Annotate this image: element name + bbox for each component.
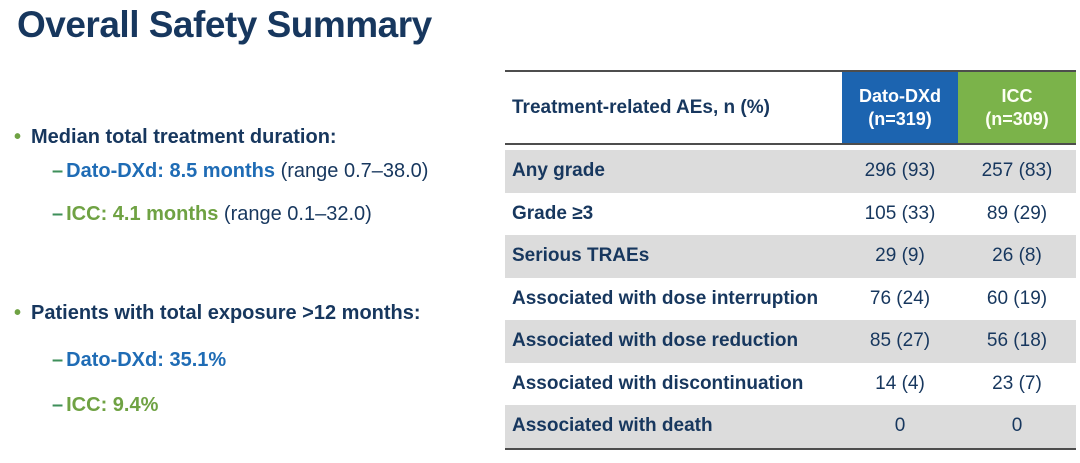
- dato-value: 296 (93): [864, 160, 936, 182]
- dash-icon: –: [52, 203, 64, 225]
- dato-value: 0: [894, 415, 906, 437]
- dash-icon: –: [52, 394, 64, 416]
- icc-value: 26 (8): [992, 245, 1042, 267]
- table-row: Associated with discontinuation 14 (4) 2…: [505, 363, 1076, 406]
- dato-value: 76 (24): [869, 287, 931, 309]
- table-gap: [505, 145, 1076, 150]
- page-title: Overall Safety Summary: [17, 4, 432, 45]
- table-row: Serious TRAEs 29 (9) 26 (8): [505, 235, 1076, 278]
- bullet-exposure: • Patients with total exposure >12 months…: [14, 302, 421, 325]
- bullet-icon: •: [14, 302, 22, 324]
- bullet-icon: •: [14, 126, 22, 148]
- table-header-dato: Dato-DXd (n=319): [842, 72, 958, 143]
- icc-value: 56 (18): [986, 330, 1048, 352]
- sub-item-icc-exposure: – ICC: 9.4%: [52, 394, 158, 417]
- dato-exposure-value: Dato-DXd: 35.1%: [66, 349, 227, 371]
- icc-value: 23 (7): [992, 372, 1042, 394]
- table-row: Grade ≥3 105 (33) 89 (29): [505, 193, 1076, 236]
- icc-header-n: (n=309): [985, 108, 1049, 129]
- dato-duration-value: Dato-DXd: 8.5 months: [66, 160, 276, 182]
- row-label: Associated with death: [512, 415, 713, 437]
- table-header-icc: ICC (n=309): [958, 72, 1076, 143]
- dato-value: 85 (27): [869, 330, 931, 352]
- icc-value: 89 (29): [986, 202, 1048, 224]
- dash-icon: –: [52, 160, 64, 182]
- table-header-rule: [505, 143, 1076, 145]
- table-row: Any grade 296 (93) 257 (83): [505, 150, 1076, 193]
- bullet-label: Patients with total exposure >12 months:: [31, 302, 421, 324]
- row-label: Serious TRAEs: [512, 245, 650, 267]
- row-label: Associated with dose reduction: [512, 330, 799, 352]
- table-header-label: Treatment-related AEs, n (%): [505, 72, 842, 143]
- row-label: Associated with dose interruption: [512, 287, 819, 309]
- dato-value: 14 (4): [875, 372, 925, 394]
- table-row: Associated with death 0 0: [505, 405, 1076, 448]
- dato-header-name: Dato-DXd: [859, 85, 941, 106]
- row-label: Any grade: [512, 160, 605, 182]
- bullet-treatment-duration: • Median total treatment duration:: [14, 126, 337, 149]
- icc-exposure-value: ICC: 9.4%: [66, 394, 159, 416]
- icc-value: 60 (19): [986, 287, 1048, 309]
- dato-value: 105 (33): [864, 202, 936, 224]
- icc-header-name: ICC: [1001, 85, 1033, 106]
- icc-value: 0: [1011, 415, 1023, 437]
- sub-item-dato-exposure: – Dato-DXd: 35.1%: [52, 349, 226, 372]
- table-row: Associated with dose reduction 85 (27) 5…: [505, 320, 1076, 363]
- bullet-label: Median total treatment duration:: [31, 126, 337, 148]
- dash-icon: –: [52, 349, 64, 371]
- icc-value: 257 (83): [981, 160, 1053, 182]
- dato-header-n: (n=319): [868, 108, 932, 129]
- dato-value: 29 (9): [875, 245, 925, 267]
- table-header-row: Treatment-related AEs, n (%) Dato-DXd (n…: [505, 72, 1076, 143]
- sub-item-dato-duration: – Dato-DXd: 8.5 months (range 0.7–38.0): [52, 160, 428, 183]
- table-row: Associated with dose interruption 76 (24…: [505, 278, 1076, 321]
- table-top-rule: [505, 70, 1076, 72]
- icc-duration-range: (range 0.1–32.0): [218, 203, 372, 225]
- row-label: Associated with discontinuation: [512, 372, 804, 394]
- sub-item-icc-duration: – ICC: 4.1 months (range 0.1–32.0): [52, 203, 372, 226]
- icc-duration-value: ICC: 4.1 months: [66, 203, 219, 225]
- table-bottom-rule: [505, 447, 1076, 450]
- dato-duration-range: (range 0.7–38.0): [275, 160, 429, 182]
- safety-table: Treatment-related AEs, n (%) Dato-DXd (n…: [505, 70, 1076, 450]
- table-body: Any grade 296 (93) 257 (83) Grade ≥3 105…: [505, 150, 1076, 448]
- row-label: Grade ≥3: [512, 202, 594, 224]
